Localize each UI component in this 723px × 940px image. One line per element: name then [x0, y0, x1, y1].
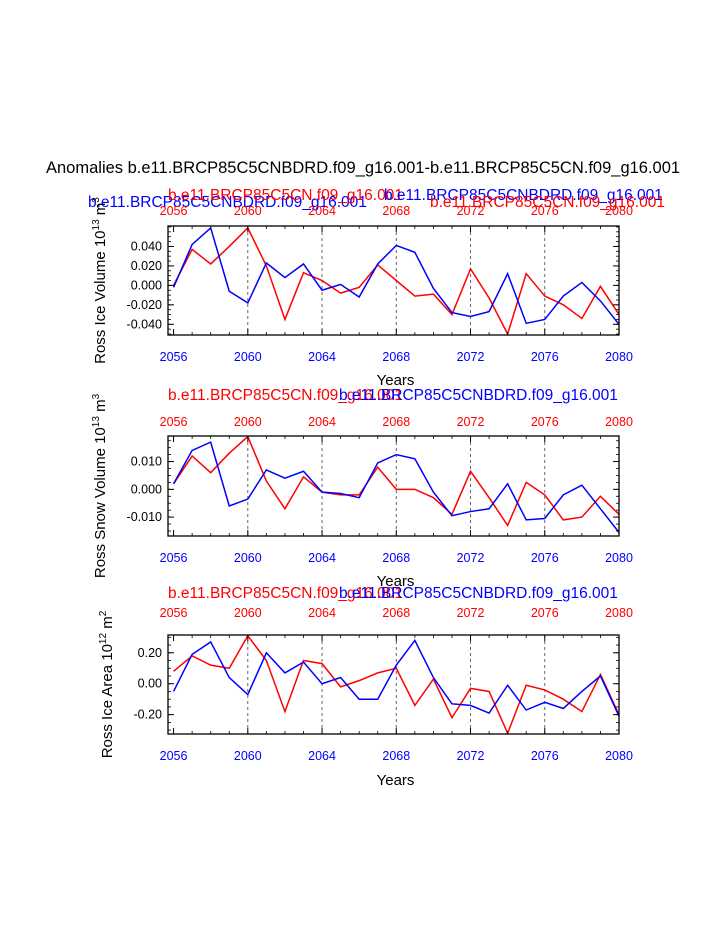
x-tick-label-top: 2068 [382, 204, 410, 218]
x-tick-label-top: 2076 [531, 204, 559, 218]
y-axis-title: Ross Ice Volume 1013 m3 [91, 197, 109, 364]
overlap-label-red-run: b.e11.BRCP85C5CN.f09_g16.001 [168, 187, 403, 204]
x-tick-label-bottom: 2056 [160, 551, 188, 565]
x-tick-label-top: 2056 [160, 415, 188, 429]
y-axis-title-exponent: 13 [91, 416, 102, 428]
x-tick-label-top: 2064 [308, 415, 336, 429]
x-tick-label-top: 2080 [605, 204, 633, 218]
x-tick-label-bottom: 2060 [234, 749, 262, 763]
y-axis-title-exponent: 13 [91, 219, 102, 231]
x-axis-title: Years [377, 772, 415, 789]
y-axis-title: Ross Ice Area 1012 m2 [98, 610, 116, 758]
x-tick-label-bottom: 2068 [382, 749, 410, 763]
x-tick-label-bottom: 2060 [234, 551, 262, 565]
x-tick-label-top: 2080 [605, 415, 633, 429]
y-tick-label: 0.000 [131, 482, 162, 496]
plot-frame [168, 635, 619, 734]
x-tick-label-top: 2080 [605, 606, 633, 620]
x-tick-label-top: 2076 [531, 415, 559, 429]
y-axis-title-unit-exponent: 3 [91, 393, 102, 399]
y-tick-label: 0.20 [138, 646, 162, 660]
y-tick-label: 0.020 [131, 259, 162, 273]
y-tick-label: -0.040 [127, 317, 162, 331]
x-tick-label-bottom: 2056 [160, 749, 188, 763]
x-tick-label-top: 2064 [308, 606, 336, 620]
y-axis-title: Ross Snow Volume 1013 m3 [91, 393, 109, 578]
y-tick-label: 0.00 [138, 677, 162, 691]
x-tick-label-top: 2060 [234, 606, 262, 620]
panels-group: -0.040 -0.020 0.000 0.020 0.040 2056 2056 2060 2… [91, 197, 633, 789]
y-tick-label: 0.040 [131, 239, 162, 253]
x-tick-label-bottom: 2072 [457, 350, 485, 364]
y-tick-label: -0.20 [134, 708, 163, 722]
x-tick-label-bottom: 2064 [308, 749, 336, 763]
panel-snow: -0.010 0.000 0.010 2056 2056 2060 2060 2064 2064… [91, 387, 633, 590]
y-tick-label: -0.010 [127, 510, 162, 524]
x-tick-label-top: 2064 [308, 204, 336, 218]
x-tick-label-top: 2076 [531, 606, 559, 620]
x-tick-label-bottom: 2080 [605, 749, 633, 763]
x-tick-label-top: 2072 [457, 415, 485, 429]
x-tick-label-bottom: 2056 [160, 350, 188, 364]
y-axis-title-main: Ross Ice Volume 10 [92, 230, 109, 363]
y-tick-label: 0.010 [131, 455, 162, 469]
y-axis-title-exponent: 12 [98, 633, 109, 645]
x-tick-label-top: 2060 [234, 204, 262, 218]
x-tick-label-bottom: 2080 [605, 350, 633, 364]
x-tick-label-top: 2072 [457, 204, 485, 218]
x-tick-label-bottom: 2064 [308, 350, 336, 364]
y-tick-label: -0.020 [127, 298, 162, 312]
x-tick-label-top: 2060 [234, 415, 262, 429]
x-tick-label-top: 2072 [457, 606, 485, 620]
top-label-blue-run: b.e11.BRCP85C5CNBDRD.f09_g16.001 [339, 387, 618, 404]
x-tick-label-bottom: 2076 [531, 350, 559, 364]
top-label-blue-run: b.e11.BRCP85C5CNBDRD.f09_g16.001 [339, 585, 618, 602]
x-tick-label-bottom: 2068 [382, 350, 410, 364]
x-tick-label-bottom: 2076 [531, 749, 559, 763]
plot-frame [168, 226, 619, 335]
x-tick-label-bottom: 2060 [234, 350, 262, 364]
x-tick-label-bottom: 2068 [382, 551, 410, 565]
figure-title: Anomalies b.e11.BRCP85C5CNBDRD.f09_g16.0… [46, 159, 680, 177]
y-axis-title-unit: m [99, 616, 116, 633]
y-axis-title-main: Ross Snow Volume 10 [92, 427, 109, 578]
x-tick-label-bottom: 2080 [605, 551, 633, 565]
x-tick-label-bottom: 2064 [308, 551, 336, 565]
y-axis-title-unit-exponent: 2 [98, 610, 109, 616]
panel-area: -0.20 0.00 0.20 2056 2056 2060 2060 2064 2064 206… [98, 585, 633, 789]
y-axis-title-unit: m [92, 399, 109, 416]
x-tick-label-top: 2068 [382, 415, 410, 429]
panel-volume: -0.040 -0.020 0.000 0.020 0.040 2056 2056 2060 2… [91, 197, 633, 389]
x-tick-label-top: 2056 [160, 606, 188, 620]
x-tick-label-bottom: 2076 [531, 551, 559, 565]
y-axis-title-unit: m [92, 203, 109, 220]
y-axis-title-main: Ross Ice Area 10 [99, 644, 116, 758]
x-tick-label-bottom: 2072 [457, 749, 485, 763]
x-tick-label-bottom: 2072 [457, 551, 485, 565]
y-axis-title-unit-exponent: 3 [91, 197, 102, 203]
x-tick-label-top: 2068 [382, 606, 410, 620]
y-tick-label: 0.000 [131, 278, 162, 292]
x-tick-label-top: 2056 [160, 204, 188, 218]
